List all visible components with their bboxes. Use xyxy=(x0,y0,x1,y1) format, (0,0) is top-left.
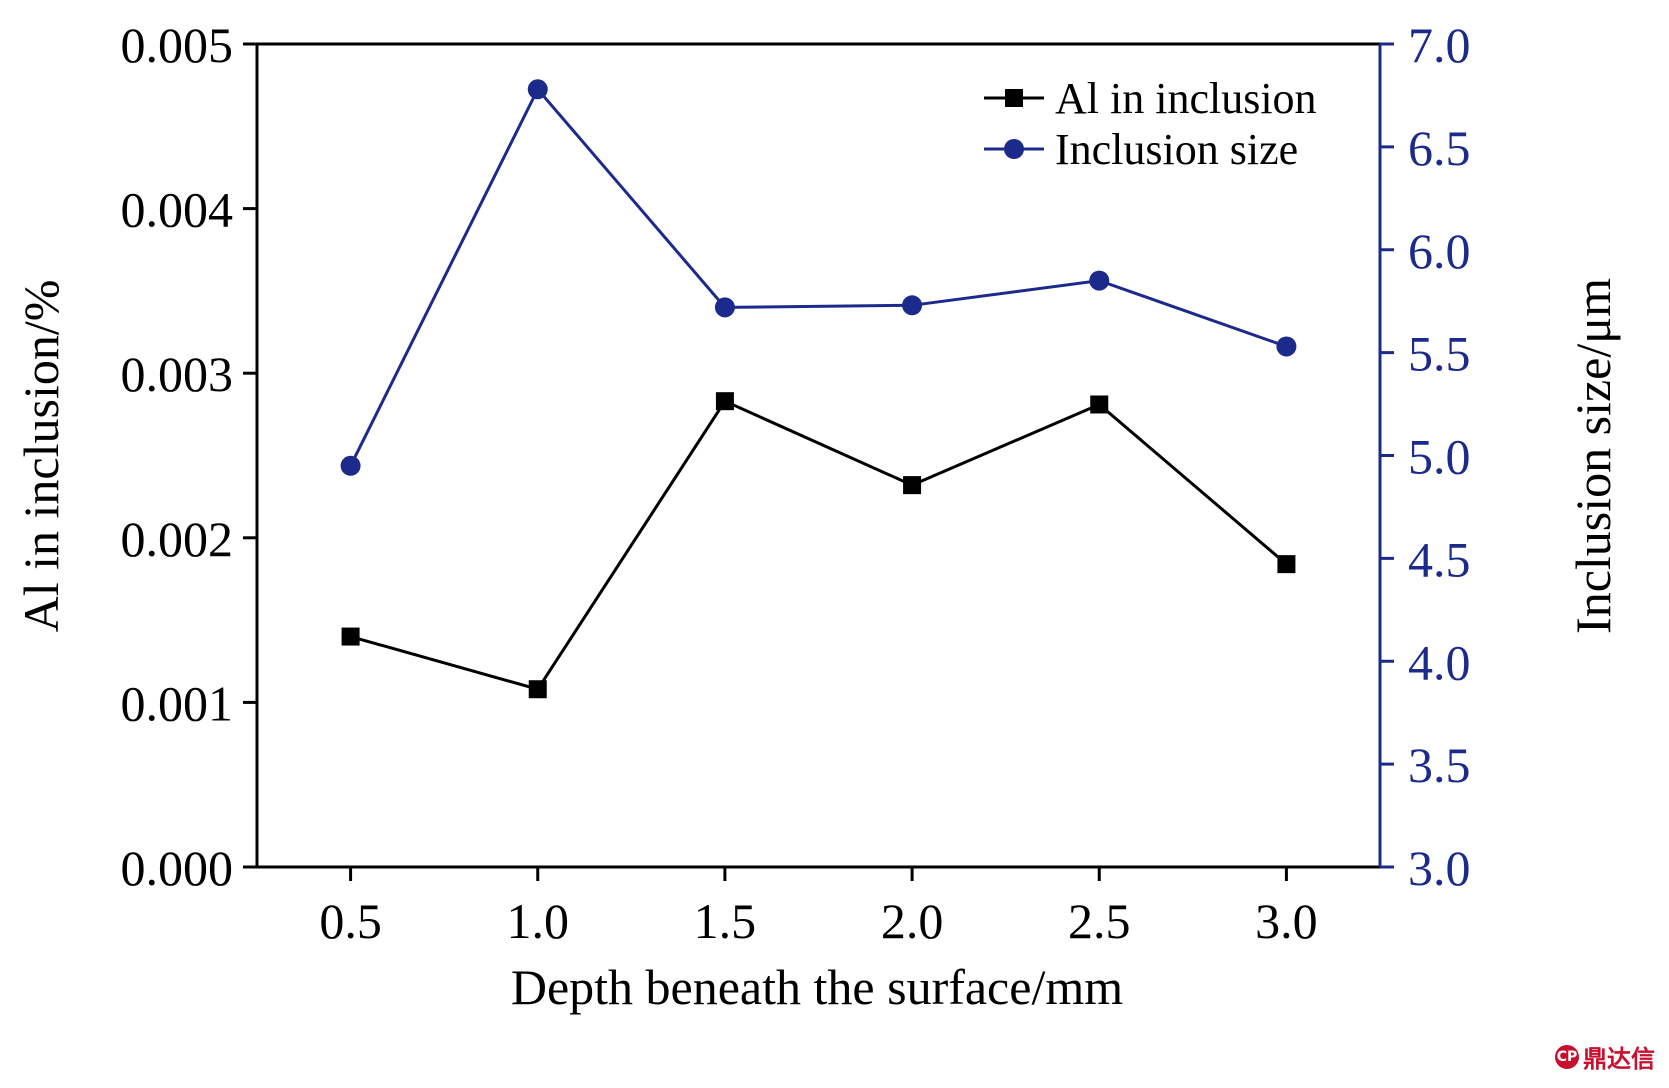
x-axis-label: Depth beneath the surface/mm xyxy=(511,959,1123,1015)
data-point-circle xyxy=(714,297,735,318)
data-point-square xyxy=(341,627,360,646)
series-line-al-in-inclusion xyxy=(350,399,1288,691)
data-point-circle xyxy=(1276,336,1297,357)
data-point-circle xyxy=(340,455,361,476)
x-tick-label: 2.5 xyxy=(1068,893,1131,949)
right-y-tick-label: 4.5 xyxy=(1408,531,1471,587)
x-tick-label: 3.0 xyxy=(1255,893,1318,949)
right-y-tick-label: 5.0 xyxy=(1408,429,1471,485)
legend-item-inclusion-size: Inclusion size xyxy=(984,125,1298,174)
legend-label: Al in inclusion xyxy=(1055,74,1317,123)
right-y-tick-label: 6.5 xyxy=(1408,120,1471,176)
data-point-square xyxy=(528,680,547,699)
legend-swatch-square xyxy=(1005,89,1023,107)
data-point-circle xyxy=(527,79,548,100)
right-y-tick-label: 3.0 xyxy=(1408,840,1471,896)
series-line-inclusion-size xyxy=(349,86,1287,467)
left-y-tick-label: 0.004 xyxy=(121,182,234,238)
x-tick-label: 1.5 xyxy=(694,893,757,949)
right-y-axis-label: Inclusion size/μm xyxy=(1565,278,1621,634)
legend-swatch-circle xyxy=(1004,139,1024,159)
right-y-tick-label: 3.5 xyxy=(1408,737,1471,793)
data-point-square xyxy=(1090,395,1109,414)
left-y-tick-label: 0.005 xyxy=(121,17,234,73)
right-y-tick-label: 6.0 xyxy=(1408,223,1471,279)
data-point-circle xyxy=(1089,270,1110,291)
left-y-tick-label: 0.002 xyxy=(121,511,234,567)
left-y-tick-label: 0.000 xyxy=(121,840,234,896)
series-layer xyxy=(340,79,1297,699)
data-point-circle xyxy=(902,295,923,316)
watermark-text: 鼎达信 xyxy=(1583,1045,1655,1073)
axes: 0.5 1.0 1.5 2.0 2.5 3.0 0.000 0.001 0.002 0.003 0.… xyxy=(121,17,1471,949)
watermark-logo-icon: CP xyxy=(1555,1044,1579,1069)
x-tick-label: 1.0 xyxy=(507,893,570,949)
left-y-axis-label: Al in inclusion/% xyxy=(13,280,69,633)
right-y-tick-label: 7.0 xyxy=(1408,17,1471,73)
x-tick-label: 0.5 xyxy=(319,893,382,949)
left-y-tick-label: 0.001 xyxy=(121,675,234,731)
data-point-square xyxy=(1277,555,1296,574)
left-y-tick-label: 0.003 xyxy=(121,346,234,402)
data-point-square xyxy=(715,392,734,411)
right-y-tick-label: 5.5 xyxy=(1408,326,1471,382)
legend-label: Inclusion size xyxy=(1055,125,1298,174)
series-al-in-inclusion xyxy=(341,392,1296,699)
watermark: CP 鼎达信 xyxy=(1555,1039,1655,1074)
legend-item-al-in-inclusion: Al in inclusion xyxy=(984,74,1317,123)
data-point-square xyxy=(903,476,922,495)
right-y-tick-label: 4.0 xyxy=(1408,634,1471,690)
x-tick-label: 2.0 xyxy=(881,893,944,949)
series-inclusion-size xyxy=(340,79,1297,476)
